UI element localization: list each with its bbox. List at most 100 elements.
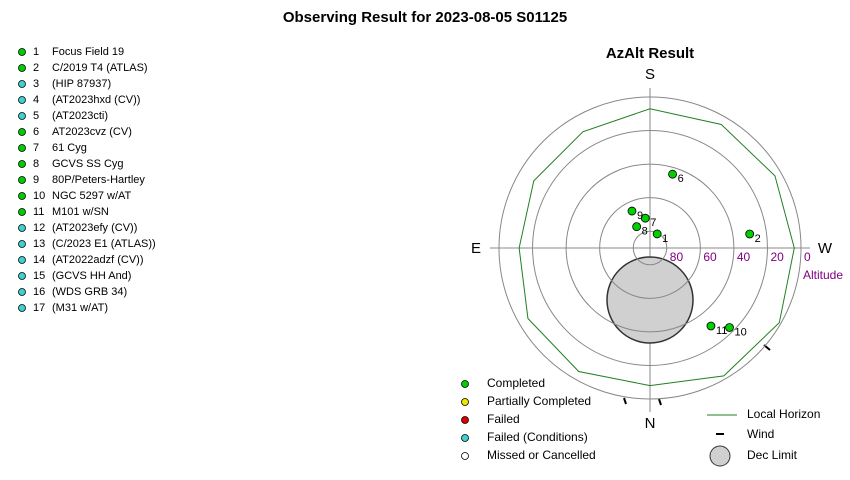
point-label: 8 — [642, 226, 648, 238]
status-dot — [18, 240, 26, 248]
legend-label: Dec Limit — [747, 448, 798, 462]
status-dot — [18, 304, 26, 312]
target-number: 13 — [33, 238, 45, 250]
status-dot — [18, 192, 26, 200]
target-number: 4 — [33, 94, 39, 106]
target-name: (GCVS HH And) — [52, 270, 131, 282]
status-dot — [18, 112, 26, 120]
grid-ring — [498, 96, 802, 400]
target-name: (AT2023efy (CV)) — [52, 222, 137, 234]
target-number: 9 — [33, 174, 39, 186]
target-name: (HIP 87937) — [52, 78, 111, 90]
target-number: 15 — [33, 270, 45, 282]
target-point — [627, 206, 637, 216]
status-dot — [18, 176, 26, 184]
target-number: 14 — [33, 254, 45, 266]
direction-label: N — [645, 415, 656, 432]
status-dot — [18, 256, 26, 264]
target-number: 7 — [33, 142, 39, 154]
target-name: NGC 5297 w/AT — [52, 190, 132, 202]
point-label: 2 — [755, 233, 761, 245]
status-dot — [18, 144, 26, 152]
legend-dot — [461, 398, 469, 406]
status-dot — [18, 208, 26, 216]
status-dot — [18, 160, 26, 168]
grid: 80 60 40 20 0 — [498, 96, 811, 400]
grid-ring — [599, 197, 701, 299]
horizon-line — [518, 108, 795, 387]
target-point — [725, 323, 734, 332]
direction-label: S — [645, 66, 655, 83]
page-title: Observing Result for 2023-08-05 S01125 — [283, 9, 567, 26]
target-point — [668, 169, 677, 179]
target-name: (AT2023hxd (CV)) — [52, 94, 140, 106]
wind-mark — [658, 398, 662, 406]
target-name: M101 w/SN — [52, 206, 109, 218]
status-dot — [18, 224, 26, 232]
legend-label: Failed — [487, 412, 520, 426]
direction-label: W — [818, 240, 833, 257]
grid-ring — [632, 230, 668, 266]
point-label: 6 — [678, 173, 684, 185]
target-number: 8 — [33, 158, 39, 170]
legend-label: Local Horizon — [747, 407, 820, 421]
target-number: 12 — [33, 222, 45, 234]
legend-label: Wind — [747, 427, 774, 441]
target-name: 61 Cyg — [52, 142, 87, 154]
legend-label: Completed — [487, 376, 545, 390]
point-label: 9 — [637, 210, 643, 222]
target-number: 16 — [33, 286, 45, 298]
grid-ring — [565, 163, 735, 333]
target-name: (M31 w/AT) — [52, 302, 108, 314]
status-dot — [18, 288, 26, 296]
target-point — [632, 222, 642, 232]
legend-label: Failed (Conditions) — [487, 430, 588, 444]
target-name: AT2023cvz (CV) — [52, 126, 132, 138]
direction-label: E — [471, 240, 481, 257]
r-tick-label: 80 — [670, 250, 684, 264]
legend-label: Missed or Cancelled — [487, 448, 596, 462]
target-number: 3 — [33, 78, 39, 90]
target-number: 17 — [33, 302, 45, 314]
status-dot — [18, 272, 26, 280]
grid-ring — [532, 130, 768, 366]
r-tick-label: 20 — [770, 250, 784, 264]
status-dot — [18, 96, 26, 104]
status-dot — [18, 48, 26, 56]
wind-mark — [623, 397, 627, 405]
legend-dot — [461, 416, 469, 424]
legend-dot — [461, 452, 469, 460]
target-name: Focus Field 19 — [52, 46, 124, 58]
status-dot — [18, 128, 26, 136]
target-name: (AT2023cti) — [52, 110, 108, 122]
r-tick-label: 0 — [804, 250, 811, 264]
dec-limit-area — [606, 256, 694, 344]
target-number: 1 — [33, 46, 39, 58]
target-name: (WDS GRB 34) — [52, 286, 127, 298]
target-number: 2 — [33, 62, 39, 74]
target-point — [706, 321, 716, 331]
target-point — [652, 229, 662, 239]
legend-dot — [461, 380, 469, 388]
point-label: 1 — [662, 233, 668, 245]
marks: 1 2 6 78 9 10 11 — [518, 108, 795, 387]
target-name: GCVS SS Cyg — [52, 158, 124, 170]
status-dot — [18, 80, 26, 88]
legend-label: Partially Completed — [487, 394, 591, 408]
point-label: 11 — [716, 325, 727, 337]
legend-dec-limit — [709, 445, 731, 467]
target-point — [745, 229, 755, 239]
r-tick-label: 60 — [703, 250, 717, 264]
status-dot — [18, 64, 26, 72]
point-label: 7 — [650, 217, 656, 229]
target-number: 5 — [33, 110, 39, 122]
target-name: 80P/Peters-Hartley — [52, 174, 145, 186]
target-name: (C/2023 E1 (ATLAS)) — [52, 238, 156, 250]
target-number: 10 — [33, 190, 45, 202]
target-number: 11 — [33, 206, 44, 218]
target-name: C/2019 T4 (ATLAS) — [52, 62, 148, 74]
axis-label: Altitude — [803, 268, 843, 282]
point-label: 10 — [734, 326, 746, 338]
target-number: 6 — [33, 126, 39, 138]
